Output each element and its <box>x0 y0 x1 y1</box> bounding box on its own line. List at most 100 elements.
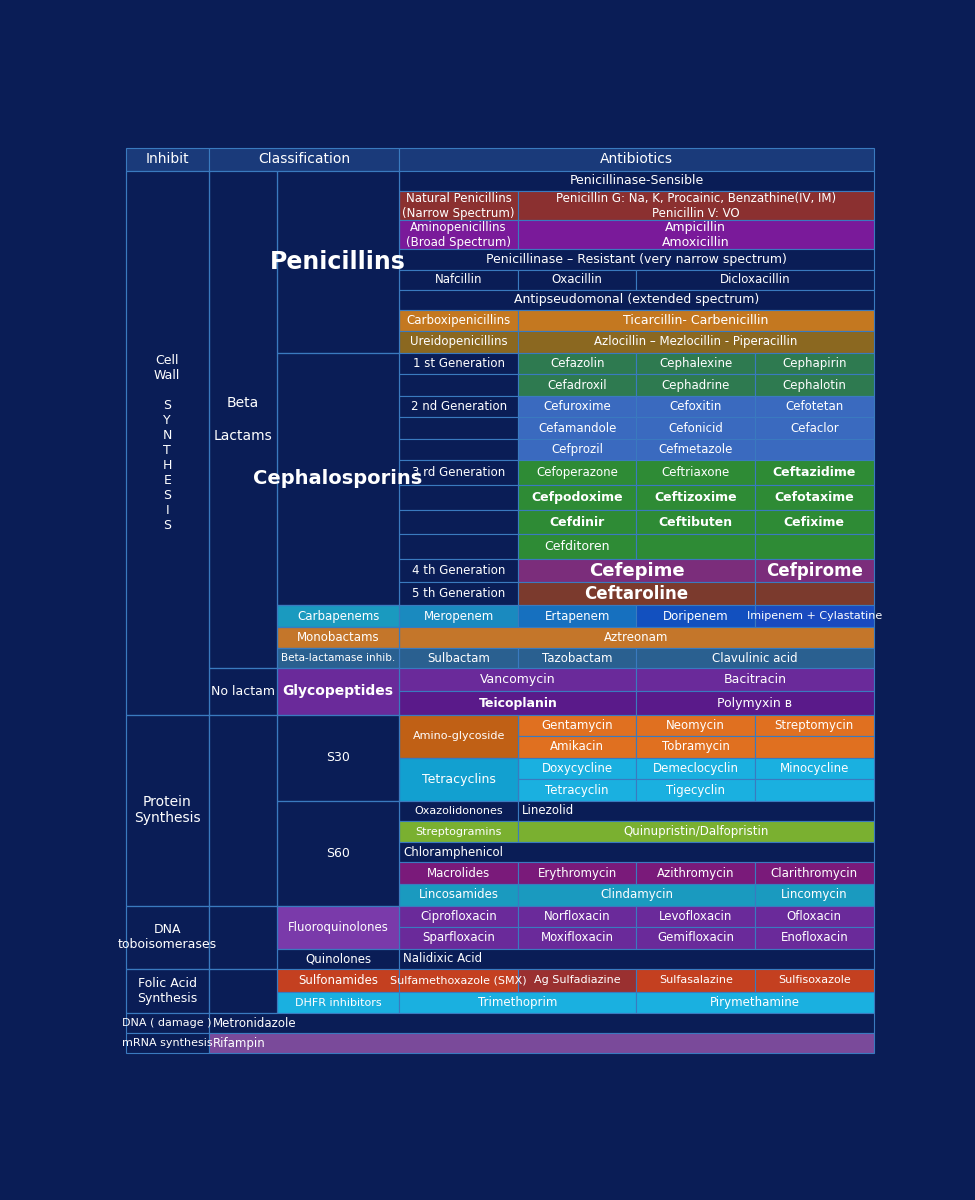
Bar <box>755 418 874 439</box>
Text: Macrolides: Macrolides <box>427 866 490 880</box>
Bar <box>209 170 277 668</box>
Bar <box>518 800 874 821</box>
Text: Dicloxacillin: Dicloxacillin <box>720 274 791 286</box>
Text: Imipenem + Cylastatine: Imipenem + Cylastatine <box>747 611 882 622</box>
Bar <box>755 884 874 906</box>
Bar <box>400 626 874 648</box>
Bar <box>400 289 874 310</box>
Bar <box>637 928 755 949</box>
Bar <box>126 170 209 714</box>
Bar <box>518 418 637 439</box>
Text: Cefpirome: Cefpirome <box>766 562 863 580</box>
Bar <box>637 906 755 928</box>
Text: Linezolid: Linezolid <box>522 804 574 817</box>
Bar <box>637 757 755 779</box>
Text: Clindamycin: Clindamycin <box>600 888 673 901</box>
Bar <box>277 800 400 906</box>
Text: Inhibit: Inhibit <box>145 152 189 167</box>
Text: Cefditoren: Cefditoren <box>544 540 610 553</box>
Bar <box>277 626 400 648</box>
Bar <box>400 461 518 485</box>
Text: Cefoxitin: Cefoxitin <box>670 400 722 413</box>
Text: 3 rd Generation: 3 rd Generation <box>412 467 505 479</box>
Bar <box>518 968 637 991</box>
Bar <box>637 510 755 534</box>
Bar <box>518 928 637 949</box>
Text: Cefaclor: Cefaclor <box>790 421 838 434</box>
Bar <box>637 736 755 757</box>
Bar <box>400 170 874 191</box>
Text: Enofloxacin: Enofloxacin <box>780 931 848 944</box>
Text: No lactam: No lactam <box>211 685 275 698</box>
Text: Nalidixic Acid: Nalidixic Acid <box>404 952 483 965</box>
Text: 5 th Generation: 5 th Generation <box>412 587 505 600</box>
Bar <box>518 270 637 289</box>
Text: Ticarcillin- Carbenicillin: Ticarcillin- Carbenicillin <box>623 314 768 326</box>
Text: Amino-glycoside: Amino-glycoside <box>412 731 505 742</box>
Bar <box>755 863 874 884</box>
Text: Protein
Synthesis: Protein Synthesis <box>134 794 201 826</box>
Bar <box>209 968 277 1013</box>
Bar <box>518 559 755 582</box>
Text: Carbapenems: Carbapenems <box>297 610 379 623</box>
Text: Antipseudomonal (extended spectrum): Antipseudomonal (extended spectrum) <box>514 293 760 306</box>
Text: Sulbactam: Sulbactam <box>427 652 490 665</box>
Bar <box>518 439 637 461</box>
Bar <box>126 1033 209 1054</box>
Bar <box>637 461 755 485</box>
Bar <box>400 949 874 968</box>
Bar <box>518 534 637 559</box>
Bar <box>277 968 400 991</box>
Bar <box>277 668 400 714</box>
Bar <box>637 485 755 510</box>
Bar <box>637 691 874 714</box>
Bar <box>400 648 518 668</box>
Bar <box>126 1013 209 1033</box>
Bar <box>518 779 637 800</box>
Bar <box>126 906 209 968</box>
Bar <box>400 534 518 559</box>
Bar <box>400 374 518 396</box>
Text: Carboxipenicillins: Carboxipenicillins <box>407 314 511 326</box>
Bar <box>518 331 874 353</box>
Bar <box>755 396 874 418</box>
Bar <box>126 148 209 170</box>
Bar <box>755 534 874 559</box>
Bar <box>755 968 874 991</box>
Bar <box>518 374 637 396</box>
Bar <box>755 439 874 461</box>
Bar <box>400 559 518 582</box>
Text: Cefamandole: Cefamandole <box>538 421 616 434</box>
Bar <box>277 353 400 605</box>
Bar <box>755 928 874 949</box>
Bar <box>126 714 209 906</box>
Text: Ceftaroline: Ceftaroline <box>584 584 688 602</box>
Text: Gemifloxacin: Gemifloxacin <box>657 931 734 944</box>
Bar <box>518 605 637 626</box>
Text: Beta

Lactams: Beta Lactams <box>214 396 272 443</box>
Text: Penicillinase-Sensible: Penicillinase-Sensible <box>569 174 704 187</box>
Text: Penicillin G: Na, K, Procainic, Benzathine(IV, IM)
Penicillin V: VO: Penicillin G: Na, K, Procainic, Benzathi… <box>556 192 836 220</box>
Bar <box>400 396 518 418</box>
Bar <box>400 353 518 374</box>
Text: Nafcillin: Nafcillin <box>435 274 483 286</box>
Bar <box>400 821 518 842</box>
Text: Quinolones: Quinolones <box>305 952 371 965</box>
Text: Amikacin: Amikacin <box>550 740 604 754</box>
Text: Teicoplanin: Teicoplanin <box>479 696 558 709</box>
Text: Aztreonam: Aztreonam <box>604 631 669 644</box>
Text: Ertapenem: Ertapenem <box>544 610 610 623</box>
Bar <box>126 906 209 968</box>
Bar <box>755 353 874 374</box>
Text: Meropenem: Meropenem <box>423 610 493 623</box>
Text: Ofloxacin: Ofloxacin <box>787 910 841 923</box>
Bar <box>400 270 518 289</box>
Text: Azlocillin – Mezlocillin - Piperacillin: Azlocillin – Mezlocillin - Piperacillin <box>594 335 798 348</box>
Text: Ureidopenicillins: Ureidopenicillins <box>410 335 507 348</box>
Bar <box>277 906 400 949</box>
Text: Cell
Wall

S
Y
N
T
H
E
S
I
S: Cell Wall S Y N T H E S I S <box>154 354 180 532</box>
Bar <box>755 559 874 582</box>
Bar <box>400 191 518 221</box>
Bar <box>400 991 637 1013</box>
Text: Sulfasalazine: Sulfasalazine <box>659 976 732 985</box>
